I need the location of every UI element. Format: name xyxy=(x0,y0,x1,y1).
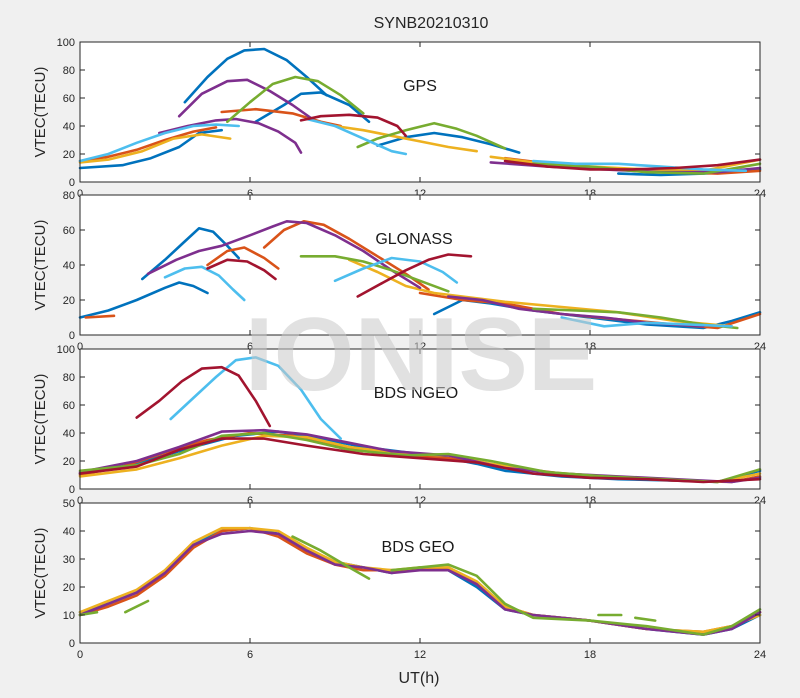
y-tick-label: 20 xyxy=(63,149,75,161)
y-tick-label: 20 xyxy=(63,295,75,307)
y-tick-label: 80 xyxy=(63,372,75,384)
watermark: IONISE xyxy=(245,297,598,413)
series-line-1-3 xyxy=(84,314,116,319)
y-tick-label: 80 xyxy=(63,190,75,202)
series-line-0-18 xyxy=(305,117,408,156)
y-tick-label: 30 xyxy=(63,554,75,566)
x-tick-label: 0 xyxy=(77,341,83,353)
x-tick-label: 6 xyxy=(247,341,253,353)
y-tick-label: 0 xyxy=(69,177,75,189)
y-axis-label: VTEC(TECU) xyxy=(32,220,49,311)
plot-area xyxy=(80,42,760,182)
series-line-0-19 xyxy=(532,159,748,173)
x-tick-label: 6 xyxy=(247,188,253,200)
series-line-1-0 xyxy=(78,281,209,319)
series-line-0-11 xyxy=(177,78,314,121)
x-tick-label: 6 xyxy=(247,495,253,507)
panel-label: GLONASS xyxy=(375,231,452,248)
series-line-1-12 xyxy=(163,265,246,302)
series-line-3-7 xyxy=(390,563,762,636)
plot-area xyxy=(80,503,760,643)
series-line-0-20 xyxy=(299,113,408,138)
series-line-0-0 xyxy=(78,128,223,170)
series-line-0-1 xyxy=(183,47,328,104)
y-axis-label: VTEC(TECU) xyxy=(32,528,49,619)
y-tick-label: 80 xyxy=(63,65,75,77)
plot-area xyxy=(80,349,760,489)
series-line-0-15 xyxy=(356,121,507,150)
series-line-1-14 xyxy=(560,316,733,328)
y-tick-label: 60 xyxy=(63,225,75,237)
x-tick-label: 0 xyxy=(77,188,83,200)
series-line-0-5 xyxy=(78,126,218,163)
panel-label: BDS NGEO xyxy=(374,385,458,402)
figure-title: SYNB20210310 xyxy=(374,15,489,32)
series-line-0-21 xyxy=(503,158,762,171)
y-tick-label: 40 xyxy=(63,121,75,133)
y-tick-label: 50 xyxy=(63,498,75,510)
y-tick-label: 20 xyxy=(63,456,75,468)
series-line-3-5 xyxy=(124,599,150,614)
series-line-2-7 xyxy=(78,437,762,484)
panel-label: GPS xyxy=(403,78,437,95)
y-tick-label: 100 xyxy=(57,344,75,356)
series-line-0-14 xyxy=(226,75,365,124)
x-axis-label: UT(h) xyxy=(399,670,440,687)
series-line-0-2 xyxy=(254,91,371,124)
x-tick-label: 0 xyxy=(77,495,83,507)
y-tick-label: 100 xyxy=(57,37,75,49)
series-line-1-15 xyxy=(206,258,277,281)
series-line-1-13 xyxy=(333,256,459,284)
series-line-3-9 xyxy=(634,616,657,622)
series-line-0-17 xyxy=(78,123,240,163)
series-line-1-8 xyxy=(146,220,422,290)
x-tick-label: 12 xyxy=(414,649,426,661)
y-tick-label: 10 xyxy=(63,610,75,622)
y-tick-label: 0 xyxy=(69,330,75,342)
series-line-2-5 xyxy=(169,356,342,440)
series-line-0-8 xyxy=(78,133,232,164)
y-tick-label: 40 xyxy=(63,526,75,538)
y-tick-label: 0 xyxy=(69,638,75,650)
y-tick-label: 0 xyxy=(69,484,75,496)
series-line-1-5 xyxy=(262,220,430,291)
panel-label: BDS GEO xyxy=(382,539,455,556)
series-line-0-9 xyxy=(333,124,478,153)
series-line-1-1 xyxy=(141,227,240,281)
x-tick-label: 6 xyxy=(247,649,253,661)
y-tick-label: 60 xyxy=(63,93,75,105)
series-line-2-6 xyxy=(135,365,272,428)
y-tick-label: 40 xyxy=(63,260,75,272)
x-tick-label: 18 xyxy=(584,649,596,661)
y-axis-label: VTEC(TECU) xyxy=(32,374,49,465)
series-line-1-4 xyxy=(206,246,280,270)
x-tick-label: 24 xyxy=(754,649,766,661)
x-tick-label: 0 xyxy=(77,649,83,661)
y-tick-label: 20 xyxy=(63,582,75,594)
y-tick-label: 60 xyxy=(63,400,75,412)
series-line-1-10 xyxy=(299,255,450,293)
series-line-3-6 xyxy=(291,535,371,580)
series-line-3-3 xyxy=(78,529,762,636)
y-tick-label: 40 xyxy=(63,428,75,440)
series-line-1-16 xyxy=(356,253,473,298)
y-axis-label: VTEC(TECU) xyxy=(32,67,49,158)
